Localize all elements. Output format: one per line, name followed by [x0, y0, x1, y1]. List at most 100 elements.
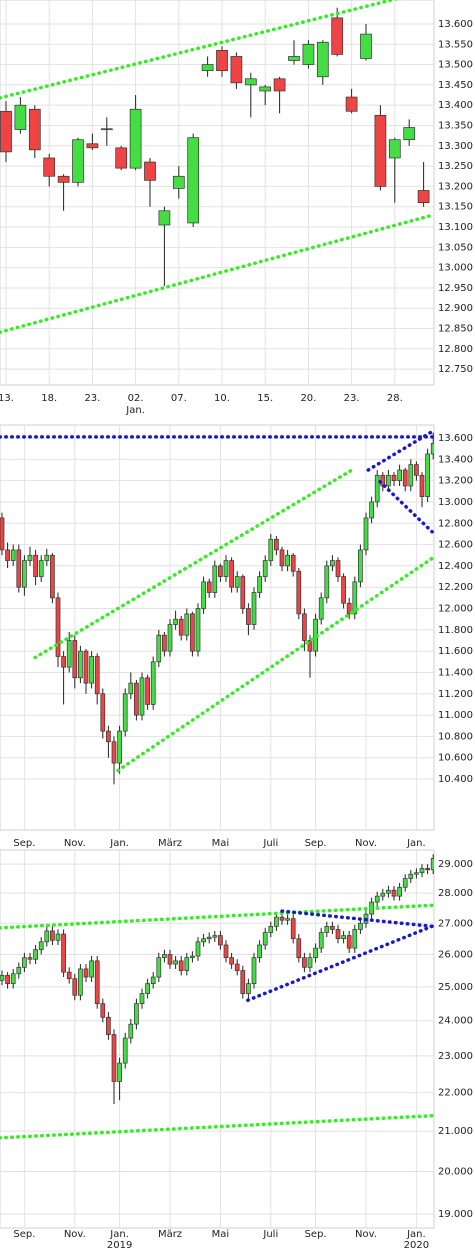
candle-body	[240, 576, 246, 609]
candle-body	[324, 925, 330, 933]
x-tick-label: Mai	[212, 1229, 230, 1240]
candle-body	[417, 190, 430, 204]
x-tick-label: Jan.	[109, 838, 129, 849]
candle-body	[94, 960, 100, 1004]
candle-body	[55, 933, 61, 941]
candle-body	[128, 1023, 134, 1039]
candle-body	[150, 976, 156, 984]
x-tick-label: 23.	[84, 393, 100, 404]
y-tick-label: 26.000	[438, 949, 473, 960]
candle-body	[296, 570, 302, 615]
candle-body	[352, 929, 358, 949]
plot-area	[0, 0, 434, 385]
candle-body	[167, 624, 173, 652]
x-period-label: 2019	[107, 1240, 132, 1250]
candle-body	[55, 597, 61, 657]
candle-body	[0, 975, 5, 981]
y-tick-label: 13.550	[438, 39, 473, 50]
candle-body	[178, 960, 184, 971]
candle-body	[374, 895, 380, 903]
x-tick-label: 28.	[387, 393, 403, 404]
candle-body	[307, 957, 313, 968]
trend-line	[33, 468, 354, 660]
y-tick-label: 11.400	[438, 667, 473, 678]
candle-body	[302, 957, 307, 968]
y-tick-label: 28.000	[438, 888, 473, 899]
x-tick-label: Nov.	[355, 838, 377, 849]
y-tick-label: 13.400	[438, 454, 473, 465]
candle-body	[162, 634, 167, 652]
candle-body	[408, 873, 414, 879]
candle-body	[330, 925, 335, 930]
y-tick-label: 13.050	[438, 242, 473, 253]
candle-body	[27, 957, 33, 960]
plot-area	[0, 425, 434, 830]
candle-body	[341, 576, 346, 604]
candle-body	[244, 78, 257, 86]
candle-body	[100, 128, 113, 131]
candle-body	[72, 640, 78, 679]
candle-body	[358, 549, 363, 583]
candle-body	[274, 916, 279, 927]
candle-body	[223, 944, 229, 959]
candle-body	[139, 677, 145, 716]
candle-body	[218, 935, 223, 946]
candle-body	[268, 538, 274, 561]
candle-body	[257, 576, 262, 593]
candle-body	[212, 935, 218, 938]
candle-body	[234, 576, 240, 588]
y-tick-label: 13.600	[438, 433, 473, 444]
y-tick-label: 21.000	[438, 1126, 473, 1137]
trend-line	[0, 1113, 434, 1140]
trend-line	[0, 213, 434, 334]
candle-body	[307, 640, 313, 652]
x-tick-label: Sep.	[13, 1229, 35, 1240]
candle-body	[212, 565, 218, 593]
y-tick-label: 23.000	[438, 1051, 473, 1062]
candle-body	[296, 938, 302, 959]
candle-body	[346, 602, 352, 615]
candle-body	[374, 474, 380, 503]
x-tick-label: März	[158, 1229, 182, 1240]
y-tick-label: 13.150	[438, 202, 473, 213]
y-tick-label: 11.000	[438, 710, 473, 721]
candle-body	[61, 656, 66, 668]
candle-body	[206, 581, 212, 593]
candle-body	[72, 139, 84, 183]
candle-body	[14, 104, 27, 130]
y-tick-label: 12.200	[438, 582, 473, 593]
candle-body	[195, 608, 201, 652]
candle-body	[403, 127, 416, 141]
y-tick-label: 11.600	[438, 646, 473, 657]
candle-body	[313, 947, 318, 959]
candle-body	[345, 96, 358, 112]
y-tick-label: 12.950	[438, 283, 473, 294]
candle-body	[150, 661, 156, 705]
candle-body	[358, 922, 363, 930]
candle-body	[190, 955, 195, 959]
candle-body	[66, 971, 72, 980]
candle-body	[22, 560, 27, 588]
candle-body	[162, 954, 167, 959]
trend-line	[0, 0, 399, 100]
y-tick-label: 13.000	[438, 497, 473, 508]
y-tick-label: 10.400	[438, 774, 473, 785]
y-tick-label: 13.200	[438, 181, 473, 192]
candle-body	[230, 56, 243, 84]
y-tick-label: 20.000	[438, 1167, 473, 1178]
candle-body	[397, 886, 402, 897]
candle-body	[259, 86, 272, 92]
candle-body	[363, 517, 369, 551]
candle-body	[5, 549, 10, 561]
candle-body	[145, 983, 150, 994]
y-tick-label: 19.000	[438, 1209, 473, 1220]
candle-body	[285, 554, 290, 567]
x-tick-label: Nov.	[64, 1229, 86, 1240]
candle-body	[16, 966, 22, 975]
candle-body	[408, 464, 414, 487]
candle-body	[33, 949, 38, 960]
candle-body	[50, 554, 55, 599]
plot-area	[0, 850, 434, 1228]
candle-body	[184, 613, 190, 636]
candle-body	[290, 554, 296, 572]
